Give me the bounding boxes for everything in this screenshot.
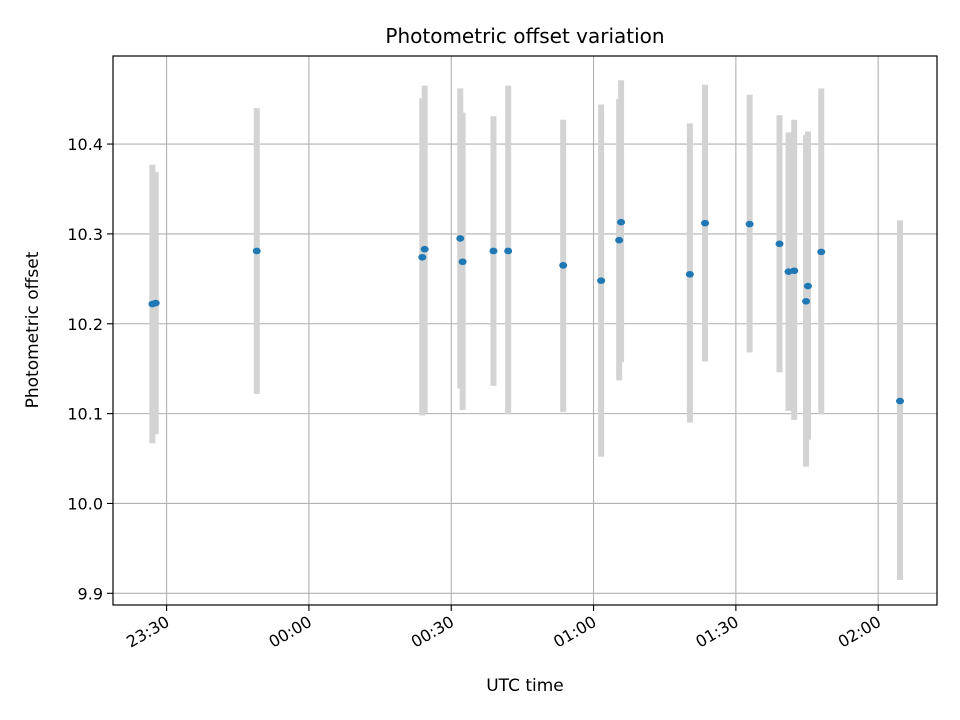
x-axis-label: UTC time (486, 676, 564, 696)
data-point (790, 267, 799, 275)
data-point (895, 397, 904, 405)
y-tick-label: 10.0 (67, 494, 103, 513)
data-point (418, 253, 427, 261)
y-tick-label: 10.3 (67, 225, 103, 244)
data-point (802, 297, 811, 305)
y-tick-label: 9.9 (78, 584, 103, 603)
y-tick-label: 10.1 (67, 405, 103, 424)
data-point (701, 219, 710, 227)
data-point (597, 277, 606, 284)
data-point (420, 245, 429, 253)
chart-title: Photometric offset variation (385, 24, 664, 48)
y-tick-label: 10.4 (67, 135, 103, 154)
data-point (458, 258, 467, 266)
data-point (617, 218, 626, 226)
y-axis-label: Photometric offset (23, 251, 43, 408)
data-point (775, 240, 784, 248)
data-point (615, 236, 624, 244)
data-point (685, 271, 694, 278)
data-point (745, 220, 754, 228)
data-point (504, 247, 513, 255)
data-point (817, 248, 826, 256)
y-tick-label: 10.2 (67, 315, 103, 334)
data-point (252, 247, 261, 255)
data-point (151, 299, 160, 307)
data-point (559, 262, 568, 269)
data-point (489, 247, 498, 255)
data-point (803, 282, 812, 290)
grid (113, 56, 937, 605)
plot-frame (112, 55, 938, 606)
data-point (456, 235, 465, 242)
data-points (148, 218, 904, 405)
y-axis: 9.9 10.0 10.1 10.2 10.3 10.4 (67, 135, 113, 603)
